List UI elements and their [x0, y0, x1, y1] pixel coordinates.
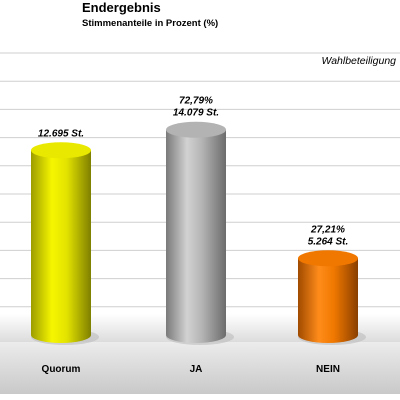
bar-body: [31, 150, 91, 343]
data-label: 14.079 St.: [173, 108, 219, 119]
bar-nein: [298, 250, 366, 345]
data-label: 12.695 St.: [38, 128, 84, 139]
category-label: Quorum: [42, 364, 81, 375]
bar-body: [298, 258, 358, 343]
category-label: JA: [190, 364, 203, 375]
bar-ja: [166, 121, 234, 345]
annotation-label: Wahlbeteiligung: [321, 55, 396, 67]
bar-body: [166, 129, 226, 343]
category-label: NEIN: [316, 364, 340, 375]
data-label: 72,79%: [179, 96, 213, 107]
chart-subtitle: Stimmenanteile in Prozent (%): [82, 18, 219, 29]
data-label: 5.264 St.: [308, 236, 349, 247]
chart-title: Endergebnis: [82, 0, 161, 15]
bar-quorum: [31, 142, 99, 345]
bar-top: [166, 121, 226, 138]
bar-top: [298, 250, 358, 267]
category-band: [0, 342, 400, 394]
data-label: 27,21%: [310, 224, 345, 235]
bar-top: [31, 142, 91, 159]
